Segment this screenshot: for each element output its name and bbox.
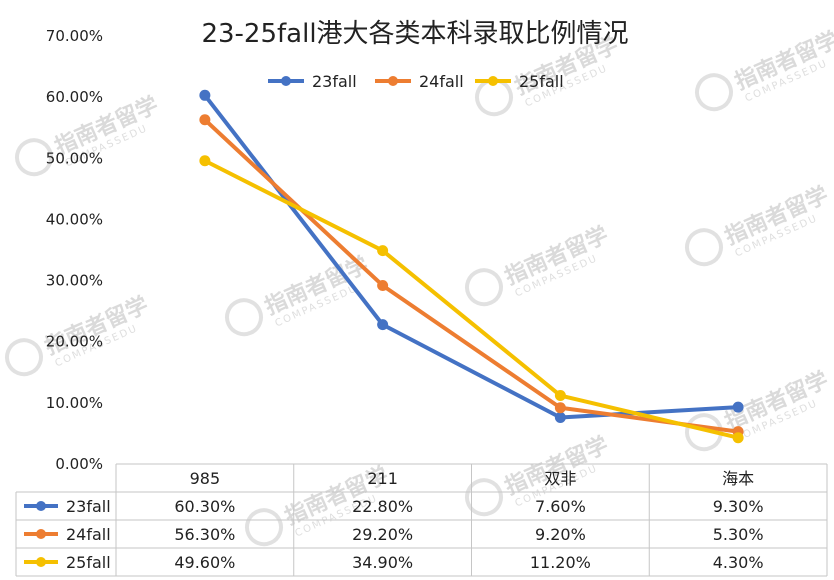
x-category-label: 985: [190, 469, 221, 488]
data-point: [377, 279, 389, 291]
legend: 23fall 24fall 25fall: [268, 72, 564, 91]
series-line: [202, 117, 741, 434]
table-legend-marker-icon: [36, 529, 46, 539]
table-cell-value: 49.60%: [174, 553, 235, 572]
y-tick-label: 30.00%: [46, 272, 103, 290]
watermark-logo-icon: [685, 413, 724, 452]
data-point: [732, 432, 744, 444]
watermark-logo-icon: [465, 478, 504, 517]
data-point: [377, 245, 389, 257]
y-tick-label: 0.00%: [55, 455, 103, 473]
series-line: [202, 93, 741, 420]
table-cell-value: 9.20%: [535, 525, 586, 544]
data-point: [554, 412, 566, 424]
watermark-logo-icon: [465, 268, 504, 307]
x-category-label: 双非: [544, 469, 576, 488]
data-point: [199, 155, 211, 167]
y-axis: 0.00% 10.00% 20.00% 30.00% 40.00% 50.00% 60.00…: [46, 27, 103, 473]
table-legend-marker-icon: [36, 557, 46, 567]
data-point: [554, 402, 566, 414]
watermark-logo-icon: [245, 508, 284, 547]
table-cell-value: 22.80%: [352, 497, 413, 516]
table-legend-marker-icon: [36, 501, 46, 511]
table-cell-value: 56.30%: [174, 525, 235, 544]
chart-title: 23-25fall港大各类本科录取比例情况: [201, 19, 628, 49]
data-point: [199, 89, 211, 101]
table-series-name: 24fall: [66, 525, 111, 544]
legend-label: 25fall: [519, 72, 564, 91]
series-line: [202, 158, 741, 440]
table-cell-value: 4.30%: [713, 553, 764, 572]
legend-marker-icon: [388, 76, 398, 86]
watermark-logo-icon: [15, 138, 54, 177]
y-tick-label: 20.00%: [46, 333, 103, 351]
y-tick-label: 70.00%: [46, 27, 103, 45]
table-series-name: 23fall: [66, 497, 111, 516]
legend-marker-icon: [488, 76, 498, 86]
y-tick-label: 50.00%: [46, 149, 103, 167]
legend-label: 23fall: [312, 72, 357, 91]
y-tick-label: 40.00%: [46, 210, 103, 228]
table-cell-value: 11.20%: [530, 553, 591, 572]
data-point: [554, 390, 566, 402]
x-category-label: 海本: [722, 469, 754, 488]
table-cell-value: 34.90%: [352, 553, 413, 572]
y-tick-label: 10.00%: [46, 394, 103, 412]
watermark-logo-icon: [225, 298, 264, 337]
data-point: [377, 319, 389, 331]
table-cell-value: 9.30%: [713, 497, 764, 516]
table-cell-value: 5.30%: [713, 525, 764, 544]
watermark-logo-icon: [695, 73, 734, 112]
y-tick-label: 60.00%: [46, 88, 103, 106]
data-point: [732, 401, 744, 413]
legend-marker-icon: [281, 76, 291, 86]
table-cell-value: 60.30%: [174, 497, 235, 516]
watermark-logo-icon: [685, 228, 724, 267]
series-layer: [199, 89, 744, 444]
data-table: 985 211 双非 海本 23fall 60.30% 22.80% 7.60% 9.30% 24…: [15, 463, 828, 577]
table-series-name: 25fall: [66, 553, 111, 572]
legend-label: 24fall: [419, 72, 464, 91]
table-cell-value: 29.20%: [352, 525, 413, 544]
table-cell-value: 7.60%: [535, 497, 586, 516]
data-point: [199, 114, 211, 126]
watermark-logo-icon: [5, 338, 44, 377]
x-category-label: 211: [367, 469, 398, 488]
